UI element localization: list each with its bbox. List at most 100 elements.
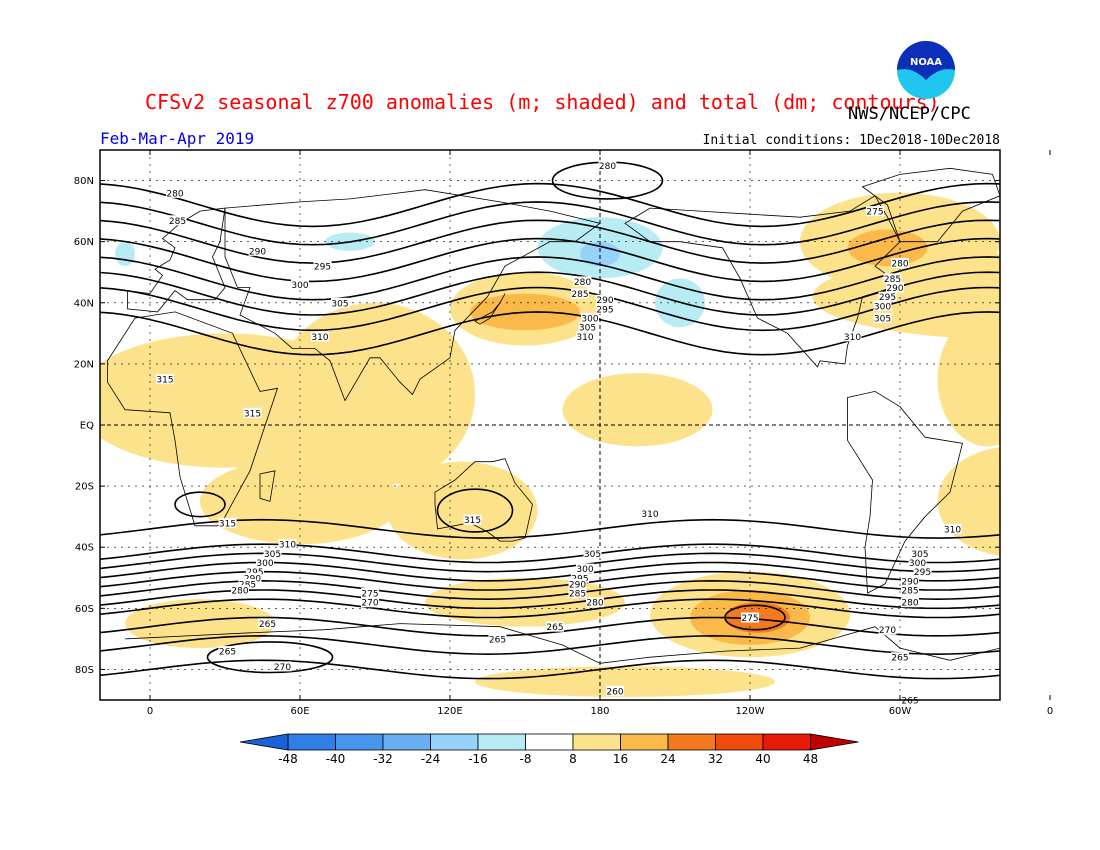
contour-label: 305 bbox=[911, 550, 928, 560]
contour-line-8 bbox=[100, 518, 1000, 539]
contour-label: 285 bbox=[569, 590, 586, 600]
lon-tick-label: 60E bbox=[290, 706, 309, 717]
contour-label-bg bbox=[908, 557, 927, 568]
contour-label: 290 bbox=[596, 296, 613, 306]
colorbar-label: 16 bbox=[613, 752, 628, 766]
colorbar-label: -16 bbox=[468, 752, 488, 766]
colorbar-label: 8 bbox=[569, 752, 577, 766]
contour-label-bg bbox=[273, 661, 292, 672]
contour-label-bg bbox=[573, 276, 592, 287]
colorbar-label: -48 bbox=[278, 752, 298, 766]
contour-label: 280 bbox=[586, 599, 603, 609]
lat-tick-label: EQ bbox=[80, 421, 94, 432]
contour-label-bg bbox=[246, 566, 264, 577]
axis-ticks: 80N 60N 40N 20N EQ 20S 40S 60S 80S 0 60E 120E 180 120… bbox=[74, 150, 1053, 717]
contour-label: 305 bbox=[874, 315, 891, 325]
anomaly-region-23 bbox=[1015, 242, 1035, 266]
colorbar-swatch bbox=[477, 733, 526, 751]
contour-label-bg bbox=[248, 245, 267, 256]
colorbar-max-arrow bbox=[810, 733, 859, 751]
lat-tick-label: 60N bbox=[74, 237, 94, 248]
logo-text: NOAA bbox=[910, 57, 942, 68]
contour-label-bg bbox=[361, 588, 379, 599]
lat-tick-label: 20N bbox=[74, 359, 94, 370]
contour-label: 280 bbox=[574, 278, 591, 288]
contour-label-bg bbox=[571, 288, 589, 299]
contour-label-bg bbox=[263, 548, 282, 559]
contour-label: 315 bbox=[244, 409, 261, 419]
anomaly-region-16 bbox=[125, 599, 275, 649]
coastline-6 bbox=[861, 167, 1000, 243]
contour-label-bg bbox=[568, 588, 587, 599]
contour-label-bg bbox=[741, 612, 759, 623]
contour-line-9 bbox=[100, 543, 1000, 564]
contour-label: 300 bbox=[291, 281, 308, 291]
contour-label-bg bbox=[546, 621, 564, 632]
contour-label: 265 bbox=[219, 648, 236, 658]
contour-label-bg bbox=[311, 331, 329, 342]
contour-label-bg bbox=[238, 578, 257, 589]
height-contours bbox=[100, 161, 1000, 680]
contour-label-bg bbox=[258, 618, 277, 629]
contour-label-bg bbox=[576, 331, 594, 342]
contour-label-bg bbox=[596, 303, 614, 314]
contour-label-bg bbox=[843, 331, 862, 342]
anomaly-region-11 bbox=[937, 447, 1000, 556]
contour-label: 280 bbox=[891, 260, 908, 270]
colorbar-label: -24 bbox=[421, 752, 441, 766]
contour-label: 305 bbox=[264, 550, 281, 560]
contour-label: 295 bbox=[596, 305, 613, 315]
contour-label-bg bbox=[901, 597, 919, 608]
contour-label: 285 bbox=[571, 290, 588, 300]
contour-label: 310 bbox=[844, 333, 861, 343]
contour-line-4 bbox=[100, 256, 1000, 301]
lon-tick-label: 120E bbox=[437, 706, 462, 717]
contour-label-bg bbox=[166, 187, 184, 198]
colorbar-label: -32 bbox=[373, 752, 393, 766]
contour-label: 290 bbox=[569, 580, 586, 590]
contour-label: 265 bbox=[891, 654, 908, 664]
lat-tick-label: 80N bbox=[74, 176, 94, 187]
colorbar-label: 24 bbox=[660, 752, 675, 766]
contour-label-bg bbox=[168, 215, 187, 226]
contour-label: 315 bbox=[156, 376, 173, 386]
contour-label: 310 bbox=[641, 510, 658, 520]
contour-line-0 bbox=[100, 182, 1000, 228]
anomaly-region-20 bbox=[580, 241, 620, 267]
contour-label: 295 bbox=[879, 293, 896, 303]
contour-label: 265 bbox=[901, 697, 918, 707]
contour-label: 300 bbox=[874, 302, 891, 312]
colorbar-label: 40 bbox=[755, 752, 770, 766]
contour-label: 305 bbox=[579, 324, 596, 334]
contour-line-11 bbox=[100, 561, 1000, 582]
coastline-1 bbox=[127, 207, 226, 313]
contour-label-bg bbox=[641, 508, 659, 519]
colorbar: -48 -40 -32 -24 -16 -8 8 16 24 32 40 48 bbox=[239, 733, 859, 766]
contour-label: 310 bbox=[944, 525, 961, 535]
colorbar-swatch bbox=[762, 733, 811, 751]
contour-line-18 bbox=[100, 659, 1000, 680]
colorbar-swatch bbox=[335, 733, 384, 751]
anomaly-region-2 bbox=[275, 302, 475, 487]
season-label: Feb-Mar-Apr 2019 bbox=[100, 129, 255, 148]
contour-label: 275 bbox=[741, 614, 758, 624]
contour-label: 265 bbox=[489, 635, 506, 645]
contour-line-2 bbox=[100, 219, 1000, 264]
contour-labels: 2802802752852902953003053102802852902953… bbox=[156, 160, 962, 707]
contour-label-bg bbox=[878, 624, 897, 635]
contour-label-bg bbox=[243, 572, 262, 583]
contour-label-bg bbox=[331, 297, 349, 308]
coastline-3 bbox=[434, 458, 533, 542]
contour-label-bg bbox=[568, 578, 587, 589]
contour-label: 305 bbox=[331, 299, 348, 309]
contour-label: 300 bbox=[909, 559, 926, 569]
coastline-8 bbox=[124, 623, 1000, 664]
contour-label: 300 bbox=[581, 315, 598, 325]
colorbar-swatch bbox=[430, 733, 479, 751]
contour-label: 315 bbox=[219, 519, 236, 529]
contour-label-bg bbox=[243, 407, 262, 418]
contour-label: 270 bbox=[361, 599, 378, 609]
contour-line-12 bbox=[100, 570, 1000, 591]
contour-label-bg bbox=[606, 685, 624, 696]
contour-label-bg bbox=[463, 514, 482, 525]
